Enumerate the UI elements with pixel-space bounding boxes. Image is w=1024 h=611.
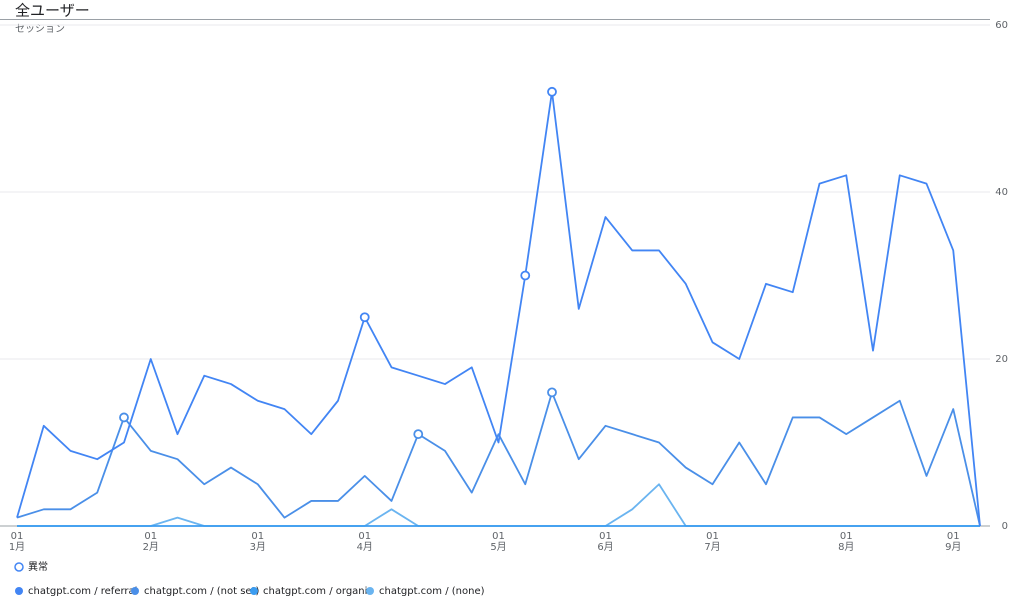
x-tick-label: 3月 (250, 541, 266, 553)
legend-label: chatgpt.com / referral (28, 586, 137, 597)
anomaly-marker (359, 312, 370, 323)
x-tick-label: 7月 (704, 541, 720, 553)
y-tick-label: 0 (1002, 521, 1008, 532)
anomaly-marker (413, 429, 424, 440)
x-tick-label: 8月 (838, 541, 854, 553)
legend-anomaly-label: 異常 (28, 560, 48, 573)
legend-swatch (15, 587, 23, 595)
legend-swatch (366, 587, 374, 595)
x-tick-label: 9月 (945, 541, 961, 553)
anomaly-marker (520, 270, 531, 281)
x-tick-label: 6月 (597, 541, 613, 553)
series-line (16, 391, 981, 527)
x-tick-label: 4月 (357, 541, 373, 553)
x-tick-label: 5月 (490, 541, 506, 553)
x-tick-label: 01 (706, 531, 719, 542)
series-line (16, 90, 981, 527)
x-tick-label: 01 (358, 531, 371, 542)
legend-label: chatgpt.com / organic (263, 586, 373, 597)
anomaly-marker (547, 387, 557, 398)
chart-title: 全ユーザー (15, 2, 90, 20)
legend-swatch (131, 587, 139, 595)
x-tick-label: 2月 (143, 541, 159, 553)
series-line (17, 483, 980, 527)
x-tick-label: 01 (599, 531, 612, 542)
y-axis-label: セッション (15, 23, 65, 35)
legend-label: chatgpt.com / (not set) (144, 586, 260, 597)
x-tick-label: 01 (947, 531, 960, 542)
legend-swatch (250, 587, 258, 595)
y-tick-label: 60 (995, 20, 1008, 31)
anomaly-marker (119, 412, 129, 423)
x-tick-label: 1月 (9, 541, 25, 553)
x-tick-label: 01 (251, 531, 264, 542)
y-tick-label: 40 (995, 187, 1008, 198)
x-tick-label: 01 (11, 531, 24, 542)
anomaly-marker (547, 86, 557, 97)
x-tick-label: 01 (144, 531, 157, 542)
y-tick-label: 20 (995, 354, 1008, 365)
legend-label: chatgpt.com / (none) (379, 586, 485, 597)
legend-anomaly-icon (14, 562, 24, 572)
x-tick-label: 01 (492, 531, 505, 542)
x-tick-label: 01 (840, 531, 853, 542)
